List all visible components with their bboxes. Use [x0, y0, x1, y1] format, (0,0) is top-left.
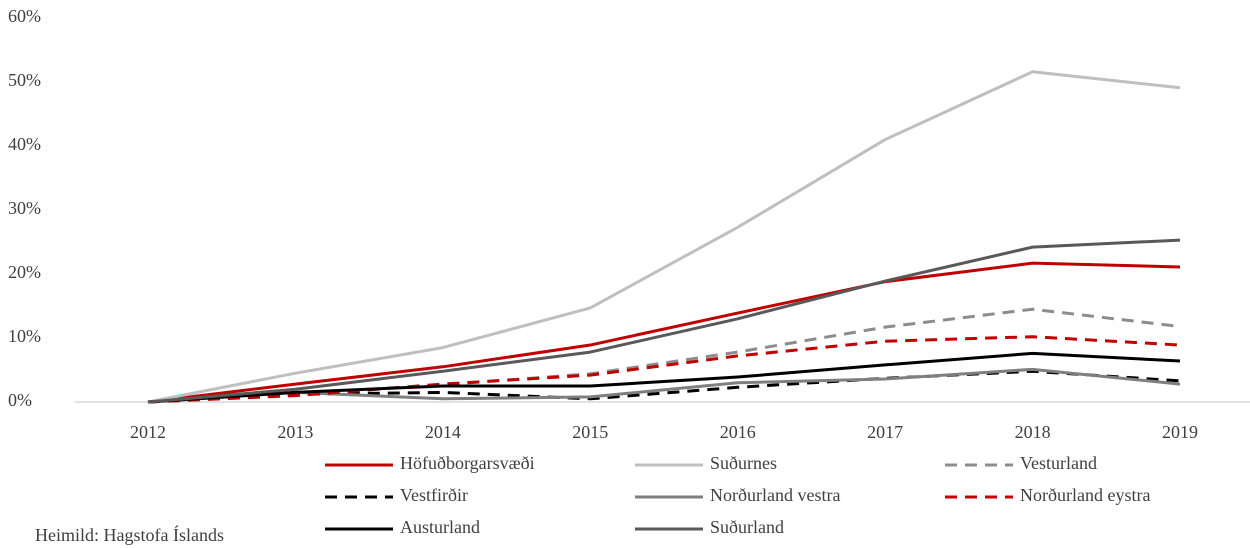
x-tick-label: 2018 — [1015, 422, 1051, 442]
legend-label: Vestfirðir — [400, 485, 468, 505]
y-tick-label: 60% — [8, 6, 41, 26]
y-tick-label: 10% — [8, 326, 41, 346]
series-line — [147, 261, 1181, 404]
x-tick-label: 2012 — [130, 422, 166, 442]
source-note: Heimild: Hagstofa Íslands — [35, 524, 224, 545]
legend-label: Austurland — [400, 517, 480, 537]
legend-label: Norðurland eystra — [1020, 485, 1150, 505]
series-line — [147, 70, 1181, 404]
y-tick-label: 50% — [8, 70, 41, 90]
series-line — [147, 238, 1181, 404]
y-tick-label: 40% — [8, 134, 41, 154]
legend-label: Suðurnes — [710, 453, 777, 473]
series-line — [147, 369, 1181, 404]
y-tick-label: 30% — [8, 198, 41, 218]
legend-label: Norðurland vestra — [710, 485, 840, 505]
y-tick-label: 20% — [8, 262, 41, 282]
x-tick-label: 2017 — [867, 422, 903, 442]
x-tick-label: 2015 — [572, 422, 608, 442]
x-tick-label: 2016 — [720, 422, 756, 442]
y-tick-label: 0% — [8, 390, 32, 410]
series-line — [147, 335, 1181, 404]
series-line — [147, 351, 1181, 404]
legend-label: Höfuðborgarsvæði — [400, 453, 535, 473]
x-tick-label: 2019 — [1162, 422, 1198, 442]
series-line — [147, 367, 1181, 404]
series-line — [147, 307, 1181, 404]
legend-label: Suðurland — [710, 517, 784, 537]
x-tick-label: 2014 — [425, 422, 461, 442]
x-tick-label: 2013 — [277, 422, 313, 442]
legend-label: Vesturland — [1020, 453, 1097, 473]
